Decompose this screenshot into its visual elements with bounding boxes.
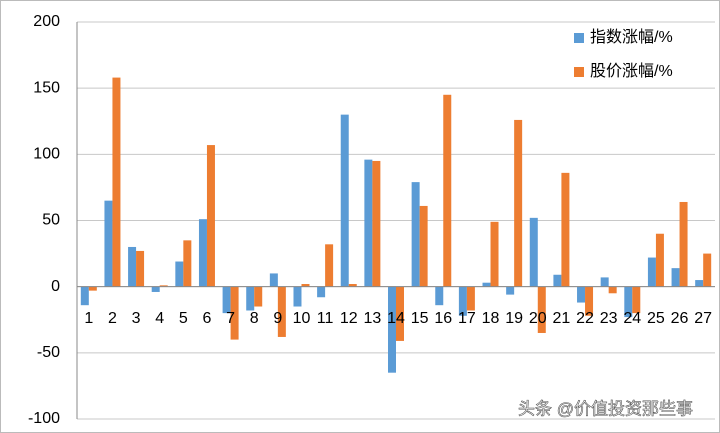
y-tick-label: 100 [33, 146, 60, 163]
x-tick-label: 17 [458, 310, 476, 327]
bar [443, 94, 452, 287]
bar [206, 145, 215, 287]
bar [246, 286, 255, 311]
x-tick-label: 12 [340, 310, 358, 327]
bar [466, 286, 475, 311]
x-tick-label: 3 [132, 310, 141, 327]
x-tick-label: 27 [694, 310, 712, 327]
bar [112, 77, 121, 287]
x-tick-label: 6 [203, 310, 212, 327]
bar [537, 286, 546, 333]
x-tick-label: 20 [529, 310, 547, 327]
bar [561, 172, 570, 287]
bar [577, 286, 586, 303]
bar [104, 200, 113, 287]
bar [198, 219, 207, 287]
x-tick-label: 8 [250, 310, 259, 327]
bar [624, 286, 633, 318]
bar [372, 160, 381, 287]
bar [293, 286, 302, 307]
bar [159, 285, 168, 287]
y-tick-label: 50 [42, 212, 60, 229]
x-tick-label: 25 [647, 310, 665, 327]
x-tick-label: 19 [505, 310, 523, 327]
bar [490, 221, 499, 287]
y-tick-label: -50 [37, 344, 60, 361]
bar [419, 205, 428, 287]
bar [269, 273, 278, 287]
x-tick-label: 1 [84, 310, 93, 327]
x-tick-label: 16 [434, 310, 452, 327]
bar [411, 182, 420, 287]
legend-label: 股价涨幅/% [590, 62, 673, 80]
x-tick-label: 4 [155, 310, 164, 327]
x-tick-label: 14 [387, 310, 405, 327]
x-tick-label: 13 [363, 310, 381, 327]
bar [254, 286, 263, 307]
bar [128, 246, 137, 287]
watermark: 头条 @价值投资那些事 [518, 399, 693, 418]
bar [632, 286, 641, 314]
x-tick-label: 23 [600, 310, 618, 327]
bar [458, 286, 467, 316]
bar [348, 284, 357, 287]
bar [529, 217, 538, 287]
x-tick-label: 21 [553, 310, 571, 327]
bar [506, 286, 515, 295]
bar [301, 284, 310, 287]
bar [277, 286, 286, 337]
x-tick-label: 22 [576, 310, 594, 327]
bar [514, 119, 523, 287]
y-tick-label: -100 [28, 410, 60, 427]
x-tick-label: 7 [226, 310, 235, 327]
legend-label: 指数涨幅/% [590, 28, 673, 46]
bar [364, 159, 373, 287]
y-tick-label: 150 [33, 79, 60, 96]
bar [553, 274, 562, 287]
bar [175, 261, 184, 287]
bar [435, 286, 444, 306]
bar [396, 286, 404, 341]
bar [482, 282, 491, 287]
x-tick-label: 26 [671, 310, 689, 327]
x-tick-label: 24 [623, 310, 641, 327]
bar [647, 257, 656, 287]
bar [695, 280, 704, 287]
bar [655, 233, 664, 287]
legend-swatch [574, 33, 584, 43]
bar [151, 286, 160, 292]
x-tick-label: 10 [293, 310, 311, 327]
x-tick-label: 18 [482, 310, 500, 327]
bar [340, 114, 349, 287]
bar [222, 286, 231, 314]
y-tick-label: 0 [51, 278, 60, 295]
x-tick-label: 5 [179, 310, 188, 327]
y-tick-label: 200 [33, 13, 60, 30]
bar [325, 244, 334, 287]
bar [679, 201, 688, 287]
legend-swatch [574, 67, 584, 77]
bar [183, 240, 192, 287]
x-tick-label: 9 [273, 310, 282, 327]
bar [136, 250, 145, 287]
bar [703, 253, 712, 287]
bar [671, 268, 680, 287]
bar [317, 286, 326, 298]
x-tick-label: 11 [317, 310, 334, 327]
bar [388, 286, 396, 373]
bar [608, 286, 617, 294]
bar [230, 286, 239, 340]
x-tick-label: 15 [411, 310, 429, 327]
bar [80, 286, 89, 306]
bar [88, 286, 97, 291]
bar [585, 286, 594, 316]
bar [600, 277, 609, 287]
x-tick-label: 2 [108, 310, 117, 327]
